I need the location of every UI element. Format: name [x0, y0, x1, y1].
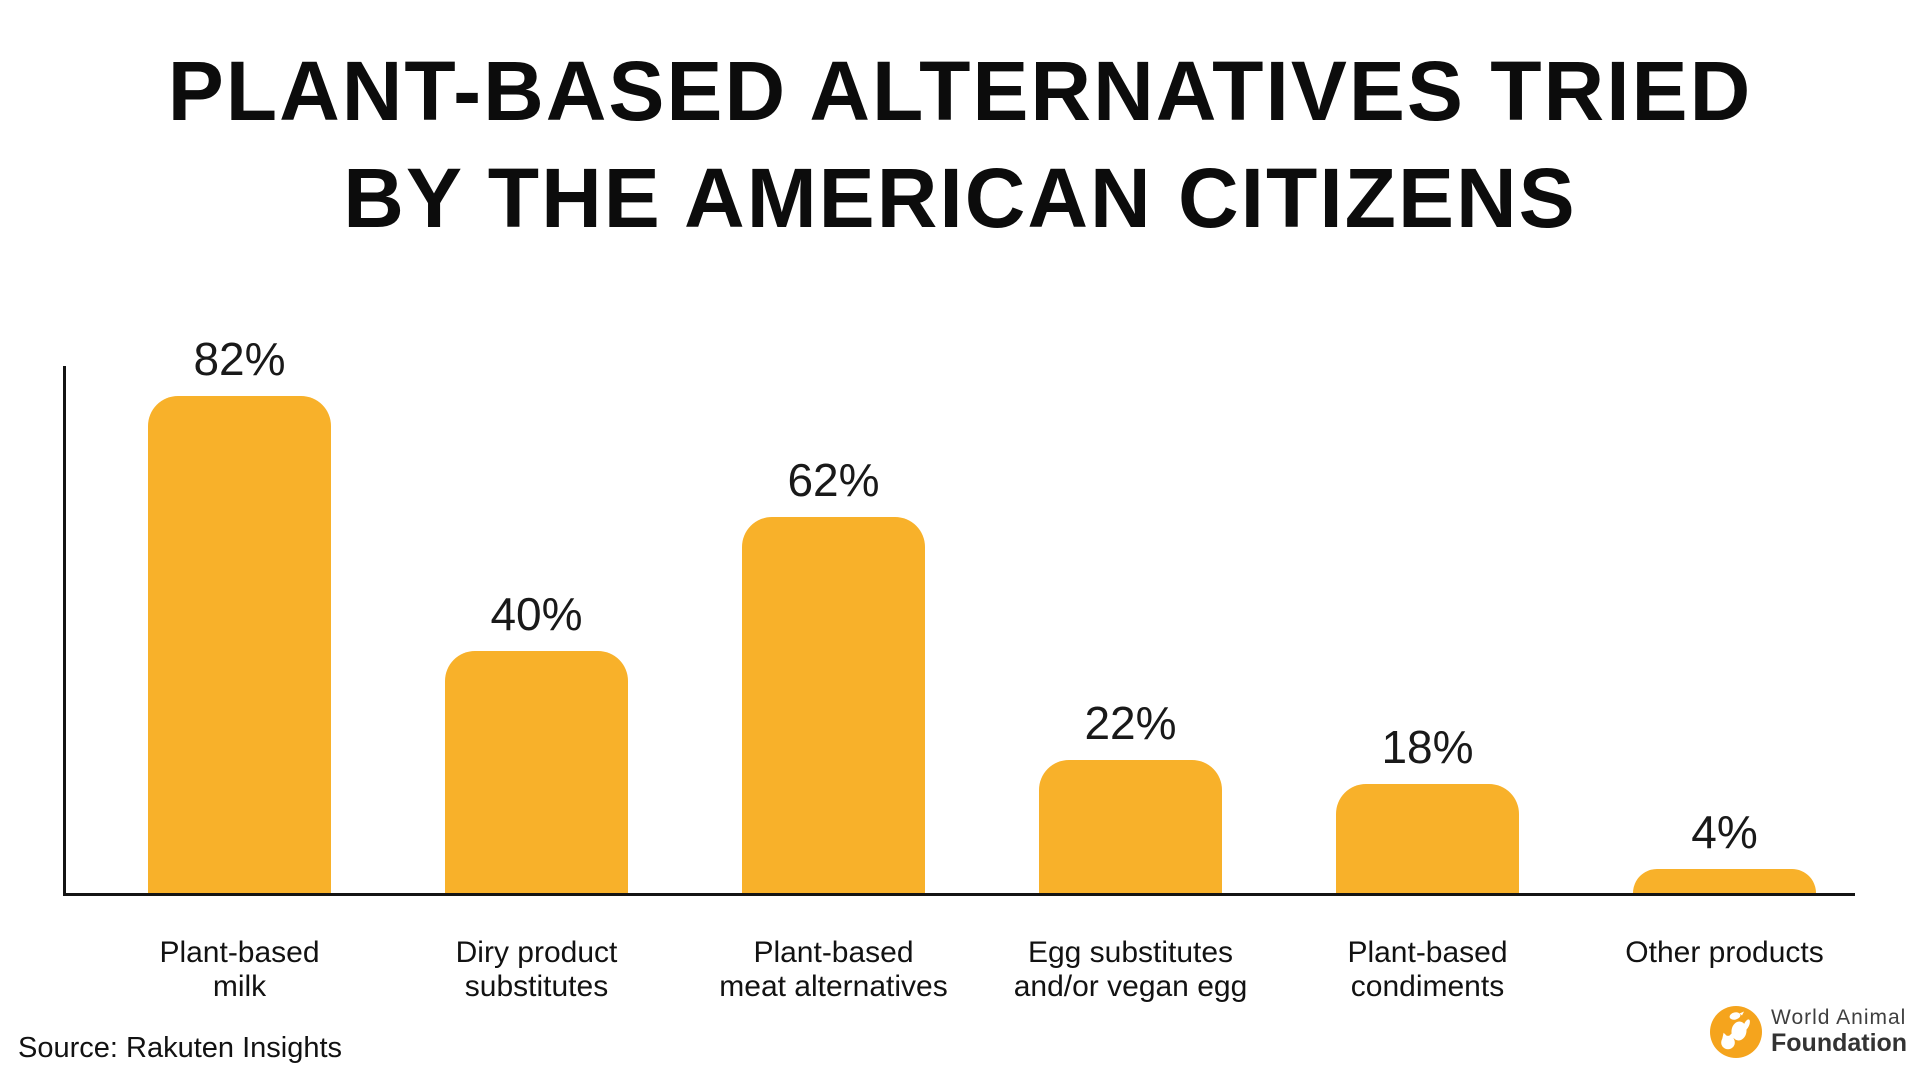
bar: [445, 651, 628, 893]
bar-column: 62%: [742, 455, 925, 893]
bar: [148, 396, 331, 893]
logo-wordmark: World Animal Foundation: [1771, 1006, 1907, 1058]
category-label: Diry product substitutes: [455, 936, 618, 1003]
bar-value-label: 62%: [787, 454, 880, 507]
world-animal-foundation-logo: World Animal Foundation: [1710, 1006, 1907, 1058]
bar-column: 4%: [1633, 807, 1816, 893]
category-label: Other products: [1625, 936, 1824, 969]
bar-value-label: 82%: [193, 333, 286, 386]
source-caption: Source: Rakuten Insights: [18, 1032, 343, 1064]
chart-title-line1: PLANT-BASED ALTERNATIVES TRIED: [167, 44, 1753, 138]
bar-column: 18%: [1336, 722, 1519, 893]
category-label: Egg substitutes and/or vegan egg: [1013, 936, 1248, 1003]
x-axis-line: [63, 893, 1855, 896]
category-label: Plant-based condiments: [1347, 936, 1508, 1003]
bar: [1336, 784, 1519, 893]
world-animal-foundation-icon: [1710, 1006, 1762, 1058]
category-label: Plant-based meat alternatives: [719, 936, 948, 1003]
chart-title: PLANT-BASED ALTERNATIVES TRIED BY THE AM…: [0, 38, 1920, 251]
bar-value-label: 22%: [1084, 697, 1177, 750]
bar-column: 82%: [148, 334, 331, 893]
y-axis-line: [63, 366, 66, 896]
bar: [1039, 760, 1222, 893]
bar: [742, 517, 925, 893]
category-label: Plant-based milk: [159, 936, 320, 1003]
logo-line2: Foundation: [1771, 1029, 1908, 1058]
bar-column: 40%: [445, 589, 628, 893]
bar-column: 22%: [1039, 698, 1222, 893]
chart-title-line2: BY THE AMERICAN CITIZENS: [343, 150, 1577, 245]
bar-value-label: 4%: [1691, 806, 1758, 859]
bar: [1633, 869, 1816, 893]
bar-value-label: 18%: [1381, 721, 1474, 774]
bar-value-label: 40%: [490, 588, 583, 641]
logo-line1: World Animal: [1771, 1006, 1907, 1030]
